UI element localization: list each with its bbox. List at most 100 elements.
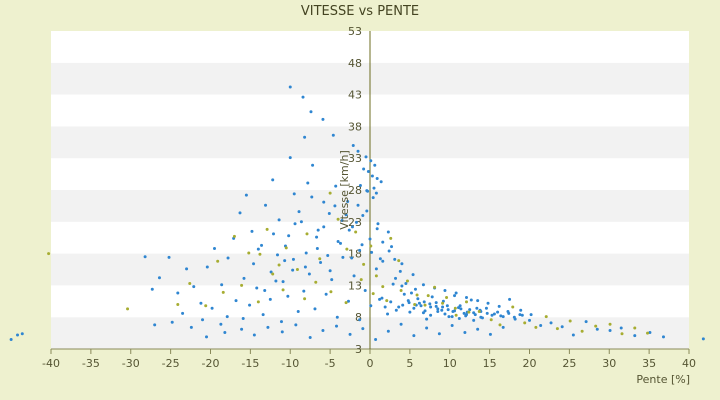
scatter-point (321, 329, 325, 333)
scatter-point (371, 292, 375, 296)
scatter-point (344, 213, 348, 217)
scatter-point (324, 292, 328, 296)
scatter-point (507, 311, 511, 315)
y-axis-label: Vitesse [km/h] (338, 150, 351, 230)
scatter-point (356, 203, 360, 207)
scatter-point (314, 280, 318, 284)
scatter-point (459, 307, 463, 311)
scatter-point (306, 181, 310, 185)
scatter-point (303, 265, 307, 269)
scatter-point (284, 246, 288, 250)
scatter-point (358, 248, 362, 252)
scatter-point (226, 256, 230, 260)
scatter-point (310, 195, 314, 199)
x-tick-label: -10 (281, 357, 299, 370)
scatter-point (296, 309, 300, 313)
scatter-point (181, 311, 185, 315)
scatter-point (360, 243, 364, 247)
scatter-point (406, 299, 410, 303)
scatter-point (333, 204, 337, 208)
scatter-point (425, 317, 429, 321)
scatter-point (490, 313, 494, 317)
scatter-point (9, 337, 13, 341)
scatter-point (464, 295, 468, 299)
scatter-point (394, 276, 398, 280)
scatter-point (364, 155, 368, 159)
scatter-point (329, 290, 333, 294)
scatter-point (241, 316, 245, 320)
scatter-point (387, 249, 391, 253)
scatter-point (385, 299, 389, 303)
scatter-point (400, 262, 404, 266)
scatter-point (316, 228, 320, 232)
scatter-point (399, 322, 403, 326)
scatter-point (264, 203, 268, 207)
data-points (9, 85, 705, 341)
scatter-point (221, 290, 225, 294)
scatter-point (381, 259, 385, 263)
scatter-point (401, 303, 405, 307)
scatter-point (413, 302, 417, 306)
scatter-point (361, 327, 365, 331)
scatter-point (445, 304, 449, 308)
scatter-point (405, 279, 409, 283)
scatter-point (484, 306, 488, 310)
scatter-point (408, 310, 412, 314)
scatter-point (389, 236, 393, 240)
scatter-point (205, 335, 209, 339)
scatter-point (295, 268, 299, 271)
scatter-point (335, 324, 339, 328)
scatter-point (288, 85, 292, 89)
scatter-point (464, 300, 468, 304)
x-axis: -40 -35 -30 -25 -20 -15 -10 -5 0 5 10 15 20 25 30 35 40 (42, 348, 696, 370)
scatter-point (476, 299, 480, 303)
scatter-point (437, 332, 441, 336)
scatter-point (386, 230, 390, 234)
scatter-point (568, 319, 572, 323)
scatter-point (365, 209, 369, 213)
scatter-point (411, 273, 415, 277)
scatter-point (176, 302, 180, 306)
scatter-point (319, 261, 323, 265)
scatter-point (457, 306, 461, 310)
scatter-point (496, 310, 500, 314)
scatter-point (280, 330, 284, 334)
scatter-point (348, 332, 352, 336)
scatter-point (492, 312, 496, 316)
scatter-point (219, 322, 223, 326)
scatter-point (425, 326, 429, 330)
scatter-point (369, 304, 373, 308)
scatter-point (340, 219, 344, 223)
scatter-point (291, 268, 295, 272)
scatter-point (336, 217, 340, 221)
scatter-point (430, 295, 434, 299)
scatter-point (308, 336, 312, 340)
scatter-point (330, 278, 334, 282)
scatter-point (534, 325, 538, 329)
scatter-point (374, 337, 378, 341)
scatter-point (185, 267, 189, 271)
scatter-point (441, 305, 445, 309)
x-tick-label: 0 (367, 357, 374, 370)
scatter-point (16, 333, 20, 337)
scatter-point (608, 329, 612, 333)
scatter-point (386, 329, 390, 333)
scatter-point (363, 288, 367, 292)
scatter-point (328, 191, 332, 195)
scatter-point (303, 297, 307, 301)
scatter-point (305, 232, 309, 236)
scatter-point (661, 335, 665, 339)
scatter-point (518, 313, 522, 317)
scatter-point (291, 257, 295, 261)
scatter-point (423, 303, 427, 307)
scatter-point (336, 240, 340, 244)
scatter-point (378, 297, 382, 301)
scatter-point (292, 192, 296, 196)
y-tick-label: 8 (355, 311, 362, 324)
scatter-point (646, 331, 650, 335)
scatter-point (311, 163, 315, 167)
scatter-point (378, 257, 382, 261)
scatter-point (498, 323, 502, 327)
scatter-point (436, 309, 440, 313)
scatter-point (446, 308, 450, 312)
